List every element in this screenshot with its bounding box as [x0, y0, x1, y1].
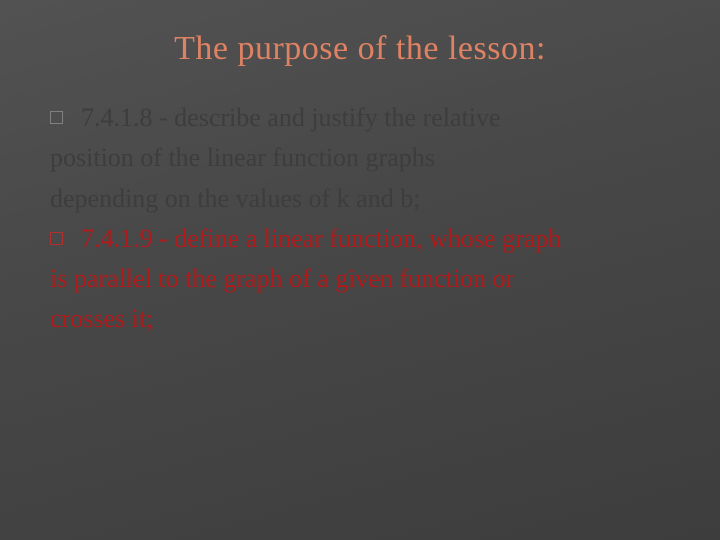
list-item: 7.4.1.8 - describe and justify the relat… [50, 98, 670, 138]
objective-1-line-3: depending on the values of k and b; [50, 179, 670, 219]
objective-2-line-1: 7.4.1.9 - define a linear function, whos… [81, 219, 561, 259]
objective-1-line-1: 7.4.1.8 - describe and justify the relat… [81, 98, 500, 138]
list-item: 7.4.1.9 - define a linear function, whos… [50, 219, 670, 259]
square-bullet-icon [50, 111, 63, 124]
square-bullet-icon [50, 232, 63, 245]
objective-2-line-2: is parallel to the graph of a given func… [50, 259, 670, 299]
objective-2-line-3: crosses it; [50, 299, 670, 339]
slide-title: The purpose of the lesson: [50, 30, 670, 68]
slide: The purpose of the lesson: 7.4.1.8 - des… [0, 0, 720, 540]
slide-body: 7.4.1.8 - describe and justify the relat… [50, 98, 670, 340]
objective-1-line-2: position of the linear function graphs [50, 138, 670, 178]
